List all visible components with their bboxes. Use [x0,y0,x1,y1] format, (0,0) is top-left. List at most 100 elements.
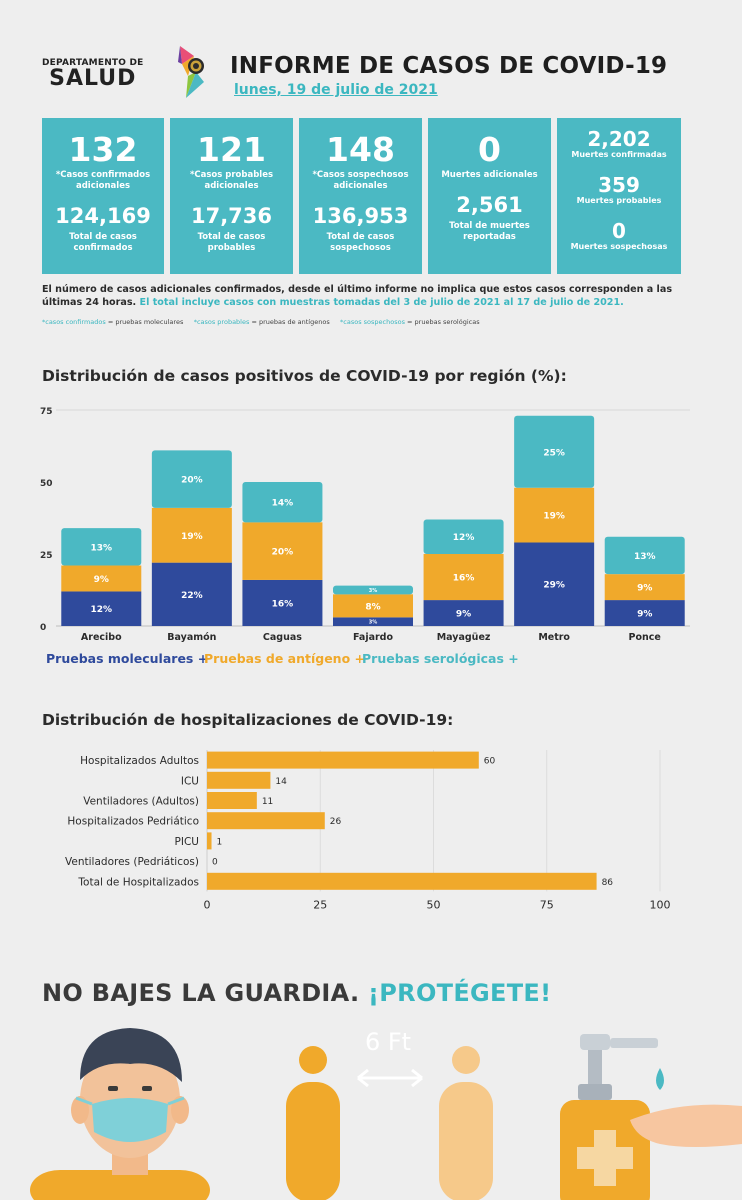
bar-value-label: 16% [272,599,294,609]
bar-value-label: 20% [181,476,203,486]
x-tick-label: 75 [540,898,554,911]
hand-sanitizer-icon [560,1034,742,1200]
masked-person-icon [30,1028,210,1200]
legend-value-probable: = pruebas de antígenos [251,318,330,326]
bar-value-label: 9% [637,584,652,594]
seal-icon [178,46,204,98]
legend-serology: Pruebas serológicas + [362,651,519,666]
y-tick-label: 75 [40,407,53,417]
bar-segment [61,565,142,592]
slogan-part2: ¡PROTÉGETE! [368,979,552,1007]
bar-value-label: 12% [91,605,113,615]
slogan-part1: NO BAJES LA GUARDIA. [42,979,360,1007]
bar-value-label: 20% [272,548,294,558]
bar-segment [151,562,232,626]
dept-line1: DEPARTAMENTO DE [42,58,144,68]
x-tick-label: Bayamón [167,632,216,643]
probable-total: 17,736 [190,204,273,228]
bar-value-label: 8% [365,602,380,612]
bar-value-label: 0 [212,858,218,868]
person-icon [439,1046,493,1200]
probable-total-label: Total de casos probables [197,232,266,253]
bar-segment [604,574,685,601]
bar-segment [514,487,595,543]
bar-value-label: 13% [634,552,656,562]
x-tick-label: 25 [313,898,327,911]
confirmed-total: 124,169 [55,204,151,228]
bar [207,792,257,809]
confirmed-additional-label: *Casos confirmados adicionales [55,170,151,191]
bar-segment [61,528,142,566]
bar-segment [242,482,323,523]
bar-segment [151,507,232,563]
bar [207,771,271,789]
x-tick-label: Caguas [263,632,302,643]
suspected-additional: 148 [326,130,395,169]
case-type-legend: *casos confirmados = pruebas moleculares… [42,318,480,326]
y-tick-label: Ventiladores (Pedriáticos) [65,856,199,868]
deaths-probable: 359 [598,173,640,197]
deaths-probable-label: Muertes probables [576,196,662,205]
bar-value-label: 11 [262,797,273,807]
y-tick-label: Total de Hospitalizados [77,876,199,888]
person-icon [286,1046,340,1200]
hospital-chart: 0 25 50 75 100 60 Hospitalizados Adultos 14 ICU 1… [65,750,671,911]
report-date: lunes, 19 de julio de 2021 [234,82,438,98]
x-tick-label: Fajardo [353,632,393,643]
bar-segment [151,450,232,508]
y-tick-label: 0 [40,623,46,633]
bar-segment [61,591,142,626]
y-tick-label: Hospitalizados Adultos [80,755,199,767]
suspected-total-label: Total de casos sospechosos [326,232,395,253]
bar-segment [333,594,413,618]
bar-value-label: 16% [453,574,475,584]
y-tick-label: 50 [40,479,53,489]
y-tick-label: PICU [175,836,199,848]
bar [207,812,325,830]
bar-segment [514,542,595,626]
y-tick-label: 25 [40,551,53,561]
distance-arrow-icon: 6 Ft [357,1028,423,1088]
region-chart: 0 25 50 75 12% 9% 13% Arecibo 22% 19% 20% Bayamón 16… [40,407,690,643]
bar-segment [242,522,323,580]
x-tick-label: 0 [204,898,211,911]
region-chart-title: Distribución de casos positivos de COVID… [42,367,567,385]
x-tick-label: Ponce [629,632,661,643]
bar-value-label: 9% [94,575,109,585]
deaths-total-label: Total de muertes reportadas [449,221,530,242]
deaths-confirmed: 2,202 [587,127,651,151]
suspected-total: 136,953 [312,204,409,228]
bar-value-label: 12% [453,533,475,543]
bar-segment [423,519,504,554]
confirmed-additional: 132 [68,130,138,169]
bar-segment [423,600,504,626]
bar-value-label: 19% [181,532,203,542]
bar-segment [423,554,504,601]
bar-value-label: 29% [543,581,565,591]
probable-additional-label: *Casos probables adicionales [189,170,274,191]
note-highlight: El total incluye casos con muestras toma… [139,297,624,308]
card-deaths-breakdown: 2,202 Muertes confirmadas 359 Muertes pr… [557,118,681,274]
hospital-chart-title: Distribución de hospitalizaciones de COV… [42,711,454,729]
department-logo: DEPARTAMENTO DE SALUD [42,58,143,90]
bar [207,751,479,769]
bar-value-label: 3% [369,588,378,594]
bar-value-label: 9% [456,610,471,620]
legend-value-confirmed: = pruebas moleculares [107,318,184,326]
legend-key-probable: *casos probables [193,318,250,326]
deaths-additional-label: Muertes adicionales [441,170,538,180]
bar [207,872,597,890]
page-title: INFORME DE CASOS DE COVID-19 [230,53,668,79]
bar-segment [604,600,685,626]
bar-value-label: 3% [369,620,378,626]
x-tick-label: 50 [427,898,441,911]
bar-value-label: 26 [330,817,342,827]
deaths-additional: 0 [478,130,501,169]
distance-label: 6 Ft [365,1028,411,1056]
bar-value-label: 19% [543,512,565,522]
bar-segment [514,415,595,488]
bar-value-label: 60 [484,757,496,767]
bar-value-label: 25% [543,448,565,458]
deaths-total: 2,561 [456,193,523,217]
card-probable: 121 *Casos probables adicionales 17,736 … [170,118,293,274]
